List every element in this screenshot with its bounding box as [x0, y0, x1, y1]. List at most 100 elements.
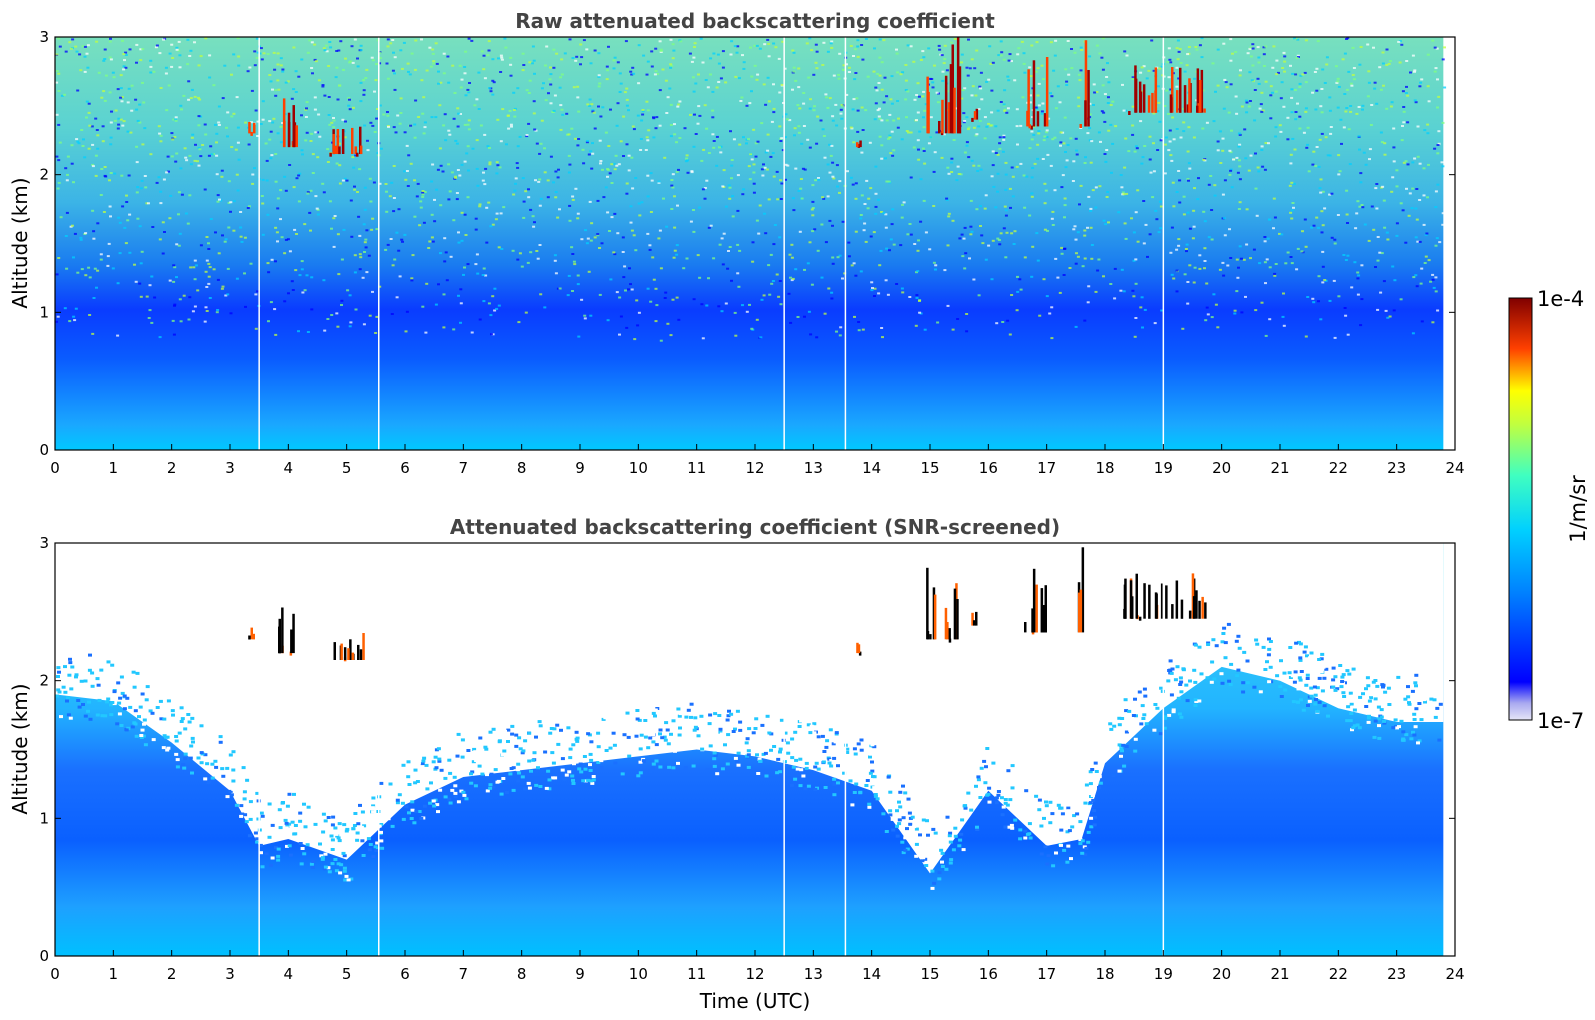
x-tick-label: 15 [920, 965, 939, 983]
cloud-streak [1024, 622, 1027, 633]
cloud-streak [1199, 80, 1202, 113]
cloud-streak [1201, 596, 1204, 619]
cloud-streak [1124, 578, 1127, 619]
cloud-streak [281, 607, 284, 654]
raw-y-axis: 0 1 2 3 [39, 28, 1455, 459]
cloud-streak [1188, 610, 1192, 619]
cloud-streak [1040, 588, 1044, 633]
cloud-streak [250, 131, 253, 136]
x-tick-label: 24 [1445, 459, 1464, 477]
cloud-streak [1032, 60, 1036, 127]
cloud-streak [1192, 596, 1196, 619]
cloud-streak [290, 629, 293, 654]
y-tick-label: 2 [39, 672, 49, 690]
cloud-streak [958, 66, 962, 134]
x-tick-label: 4 [284, 459, 294, 477]
cloud-streak [1138, 616, 1142, 621]
screened-x-axis: 0 1 2 3 4 5 6 7 8 9 10 11 12 13 14 15 16 17 18 19 20 21 22 23 24 [50, 950, 1465, 983]
raw-backscatter-panel: Raw attenuated backscattering coefficien… [8, 9, 1465, 477]
cloud-streak [351, 652, 355, 660]
cloud-streak [1179, 103, 1182, 113]
cloud-streak [1139, 91, 1143, 113]
cloud-streak [338, 146, 341, 155]
x-tick-label: 23 [1387, 965, 1406, 983]
cloud-streak [253, 122, 256, 134]
cloud-streak [1079, 124, 1082, 128]
colorbar-max-label: 1e-4 [1537, 287, 1584, 311]
x-tick-label: 5 [342, 965, 352, 983]
y-tick-label: 2 [39, 166, 49, 184]
cloud-streak [949, 64, 953, 134]
cloud-streak [1180, 599, 1184, 619]
cloud-streak [1079, 589, 1083, 633]
cloud-streak [1176, 90, 1179, 113]
x-tick-label: 1 [109, 965, 119, 983]
cloud-streak [971, 612, 974, 626]
cloud-streak [956, 599, 959, 640]
cloud-streak [1078, 592, 1081, 633]
x-tick-label: 9 [575, 965, 585, 983]
cloud-streak [354, 146, 357, 154]
cloud-streak [351, 127, 354, 154]
cloud-streak [1196, 68, 1200, 113]
cloud-streak [1143, 583, 1146, 619]
cloud-features [248, 547, 1207, 662]
screened-y-axis-label: Altitude (km) [8, 683, 32, 814]
x-tick-label: 2 [167, 965, 177, 983]
colorbar-scale [1508, 297, 1533, 721]
cloud-streak [1035, 584, 1038, 633]
x-tick-label: 16 [979, 965, 998, 983]
cloud-streak [858, 651, 862, 656]
cloud-streak [1196, 105, 1199, 113]
cloud-streak [975, 611, 978, 626]
x-tick-label: 18 [1095, 965, 1114, 983]
x-tick-label: 21 [1270, 459, 1289, 477]
x-tick-label: 21 [1270, 965, 1289, 983]
edge-speckle [55, 622, 1443, 890]
cloud-streak [1042, 605, 1045, 633]
cloud-streak [1179, 67, 1182, 113]
cloud-streak [1130, 596, 1134, 619]
cloud-streak [941, 99, 944, 134]
cloud-streak [1045, 57, 1049, 127]
x-tick-label: 8 [517, 459, 527, 477]
cloud-streak [336, 129, 340, 154]
x-tick-label: 20 [1212, 459, 1231, 477]
x-tick-label: 7 [459, 459, 469, 477]
cloud-streak [1165, 585, 1168, 619]
cloud-streak [292, 613, 295, 654]
cloud-streak [926, 76, 929, 134]
x-tick-label: 17 [1037, 965, 1056, 983]
cloud-streak [1160, 583, 1164, 619]
cloud-streak [956, 37, 960, 134]
cloud-streak [334, 145, 337, 154]
cloud-streak [1151, 92, 1154, 113]
cloud-streak [283, 120, 286, 148]
y-tick-label: 0 [39, 441, 49, 459]
cloud-streak [1043, 113, 1047, 127]
backscatter-field [55, 37, 1444, 450]
cloud-streak [1186, 104, 1190, 113]
cloud-streak [359, 649, 363, 660]
cloud-streak [250, 627, 253, 640]
cloud-streak [341, 129, 345, 154]
cloud-streak [252, 633, 255, 640]
screened-backscatter-panel: Attenuated backscattering coefficient (S… [8, 515, 1465, 1013]
cloud-streak [1084, 40, 1088, 127]
x-tick-label: 2 [167, 459, 177, 477]
x-tick-label: 4 [284, 965, 294, 983]
raw-x-axis: 0 1 2 3 4 5 6 7 8 9 10 11 12 13 14 15 16 17 18 19 20 21 22 23 24 [50, 444, 1465, 477]
cloud-streak [1081, 547, 1085, 633]
x-tick-label: 13 [804, 965, 823, 983]
cloud-streak [356, 152, 359, 157]
cloud-streak [953, 87, 956, 134]
cloud-streak [1134, 78, 1138, 113]
x-tick-label: 18 [1095, 459, 1114, 477]
cloud-streak [292, 105, 295, 148]
raw-y-axis-label: Altitude (km) [8, 177, 32, 308]
cloud-streak [1198, 600, 1201, 619]
cloud-streak [1154, 90, 1157, 113]
cloud-streak [948, 638, 952, 643]
cloud-streak [248, 635, 251, 640]
